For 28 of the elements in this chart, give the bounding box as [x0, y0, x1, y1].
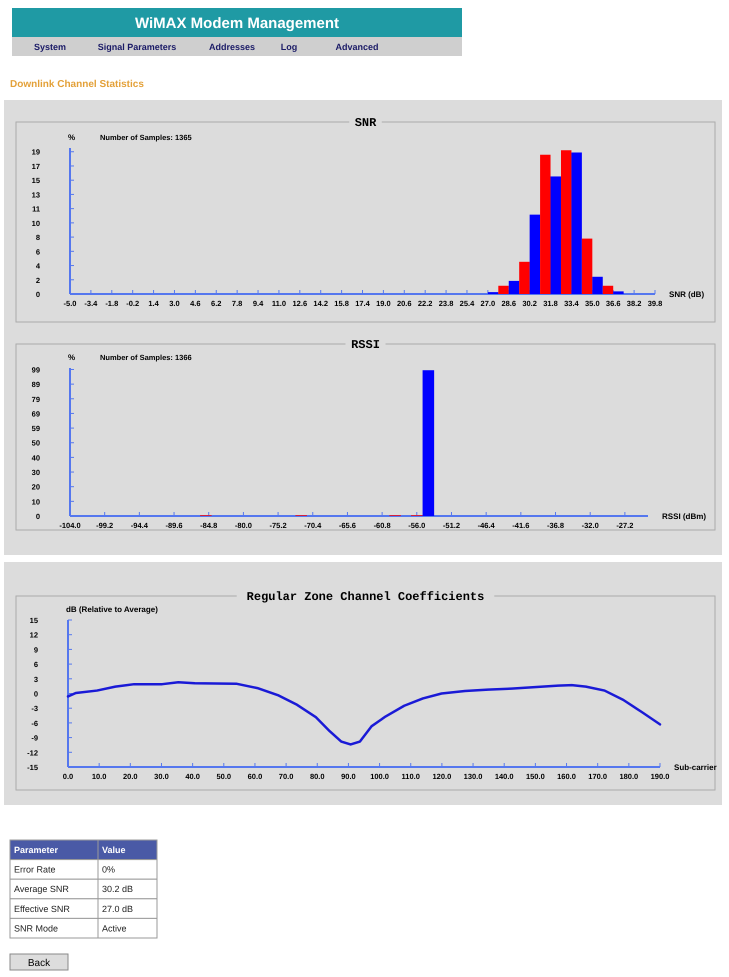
- chart-title: SNR: [354, 116, 378, 130]
- x-axis-title: Sub-carrier: [674, 763, 717, 772]
- text: 0%: [102, 864, 116, 875]
- text: WiMAX Modem Management: [134, 15, 340, 32]
- y-axis-title: dB (Relative to Average): [66, 605, 158, 614]
- line-series: [66, 680, 662, 746]
- text: Effective SNR: [14, 904, 70, 914]
- text: Signal Parameters: [98, 42, 176, 52]
- chart-title: Regular Zone Channel Coefficients: [246, 590, 484, 604]
- text: Value: [102, 845, 126, 855]
- text: Average SNR: [14, 884, 70, 894]
- x-axis-title: RSSI (dBm): [662, 512, 706, 521]
- text: Error Rate: [14, 864, 56, 875]
- text: 27.0 dB: [102, 904, 134, 914]
- chart-title: RSSI: [351, 338, 380, 352]
- text: SNR Mode: [14, 923, 58, 934]
- text: Log: [280, 42, 298, 52]
- y-axis-title: %: [68, 353, 76, 362]
- x-axis-title: SNR (dB): [669, 290, 704, 299]
- text: Advanced: [335, 42, 379, 52]
- text: Parameter: [14, 845, 59, 855]
- text: Addresses: [208, 42, 256, 52]
- text: System: [34, 42, 66, 52]
- text: 30.2 dB: [102, 884, 134, 894]
- text: Downlink Channel Statistics: [10, 79, 144, 90]
- y-axis-title: %: [68, 133, 76, 142]
- text: Back: [28, 958, 52, 969]
- text: Active: [102, 923, 127, 934]
